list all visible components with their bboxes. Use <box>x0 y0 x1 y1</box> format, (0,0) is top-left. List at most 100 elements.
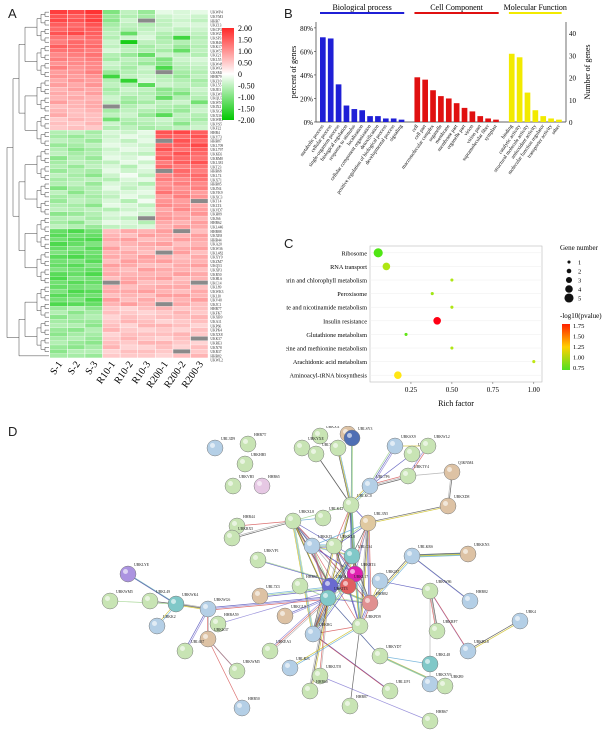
pathway-bubble <box>394 371 402 379</box>
dendrogram-branch <box>44 149 49 155</box>
heatmap-cell <box>85 349 103 354</box>
protein-node <box>119 565 137 583</box>
heatmap-cell <box>67 203 85 208</box>
heatmap-cell <box>50 250 67 255</box>
heatmap-cell <box>190 27 208 32</box>
heatmap-cell <box>102 138 120 143</box>
protein-label: UBKEA3 <box>276 640 291 644</box>
heatmap-cell <box>120 31 138 36</box>
heatmap-cell <box>120 194 138 199</box>
node-highlight <box>425 659 430 664</box>
heatmap-cell <box>173 22 191 27</box>
heatmap-cell <box>120 70 138 75</box>
heatmap-cell <box>190 22 208 27</box>
heatmap-row-label: UKVM3 <box>210 15 223 19</box>
color-legend-label: 1.50 <box>573 334 584 341</box>
network-edge <box>231 520 293 538</box>
node-highlight <box>463 549 468 554</box>
heatmap-cell <box>85 224 103 229</box>
heatmap-cell <box>50 10 67 14</box>
heatmap-cell <box>50 349 67 354</box>
network-edge <box>292 520 328 598</box>
heatmap-cell <box>155 134 173 139</box>
heatmap-cell <box>85 121 103 126</box>
heatmap-cell <box>190 44 208 49</box>
heatmap-cell <box>120 44 138 49</box>
heatmap-cell <box>155 100 173 105</box>
heatmap-cell <box>50 233 67 238</box>
heatmap-cell <box>155 156 173 161</box>
heatmap-cell <box>102 117 120 122</box>
node-highlight <box>288 516 293 521</box>
network-edge <box>316 454 352 506</box>
heatmap-cell <box>85 353 103 358</box>
heatmap-cell <box>173 138 191 143</box>
network-edge <box>369 555 413 604</box>
heatmap-cell <box>50 306 67 311</box>
dendrogram-branch <box>40 271 45 281</box>
heatmap-cell <box>190 121 208 126</box>
heatmap-cell <box>120 276 138 281</box>
protein-node <box>421 582 439 600</box>
heatmap-row-label: UKW48 <box>210 62 222 66</box>
protein-node <box>307 445 325 463</box>
heatmap-cell <box>190 173 208 178</box>
heatmap-cell <box>173 211 191 216</box>
heatmap-cell <box>102 224 120 229</box>
heatmap-cell <box>138 95 155 100</box>
heatmap-cell <box>67 91 85 96</box>
heatmap-cell <box>102 323 120 328</box>
heatmap-cell <box>85 117 103 122</box>
heatmap-cell <box>190 168 208 173</box>
heatmap-cell <box>120 143 138 148</box>
heatmap-cell <box>173 40 191 45</box>
heatmap-cell <box>138 297 155 302</box>
pathway-bubble <box>450 305 454 309</box>
heatmap-cell <box>120 302 138 307</box>
dendrogram-branch <box>44 304 49 309</box>
heatmap-cell <box>67 340 85 345</box>
protein-label: UBKB9 <box>451 675 464 679</box>
network-edge <box>411 553 468 556</box>
protein-node <box>459 642 477 660</box>
size-legend-title: Gene number <box>560 244 599 252</box>
node-highlight <box>465 596 470 601</box>
y-axis-title: percent of genes <box>289 46 298 98</box>
heatmap-cell <box>85 52 103 57</box>
dendrogram-branch <box>44 321 49 327</box>
heatmap-cell <box>120 254 138 259</box>
pathway-label: Aminoacyl-tRNA biosynthesis <box>290 373 368 380</box>
heatmap-cell <box>102 246 120 251</box>
heatmap-cell <box>120 293 138 298</box>
heatmap-cell <box>50 173 67 178</box>
heatmap-cell <box>85 113 103 118</box>
heatmap-cell <box>102 349 120 354</box>
heatmap-cell <box>85 108 103 113</box>
heatmap-cell <box>190 18 208 23</box>
heatmap-cell <box>190 14 208 19</box>
heatmap-row-label: UKVK9 <box>210 191 222 195</box>
protein-label: UBKW86 <box>436 580 451 584</box>
heatmap-cell <box>102 315 120 320</box>
heatmap-cell <box>67 323 85 328</box>
heatmap-cell <box>173 18 191 23</box>
heatmap-cell <box>138 104 155 109</box>
heatmap-row-label: HHB79 <box>210 75 221 79</box>
heatmap-cell <box>190 40 208 45</box>
size-legend-label: 3 <box>578 278 581 285</box>
heatmap-cell <box>102 173 120 178</box>
dendrogram-branch <box>40 48 45 58</box>
heatmap-cell <box>120 310 138 315</box>
heatmap-cell <box>138 65 155 70</box>
heatmap-row-label: UKZ13 <box>210 24 221 28</box>
y-tick-label: 80% <box>300 25 313 33</box>
panel-label-a: A <box>8 6 17 21</box>
heatmap-cell <box>67 121 85 126</box>
heatmap-cell <box>138 18 155 23</box>
heatmap-cell <box>190 100 208 105</box>
protein-node <box>361 477 379 495</box>
node-highlight <box>255 591 260 596</box>
heatmap-row-label: UKK37 <box>210 337 222 341</box>
heatmap-cell <box>50 138 67 143</box>
protein-label: UBL637 <box>191 640 204 644</box>
